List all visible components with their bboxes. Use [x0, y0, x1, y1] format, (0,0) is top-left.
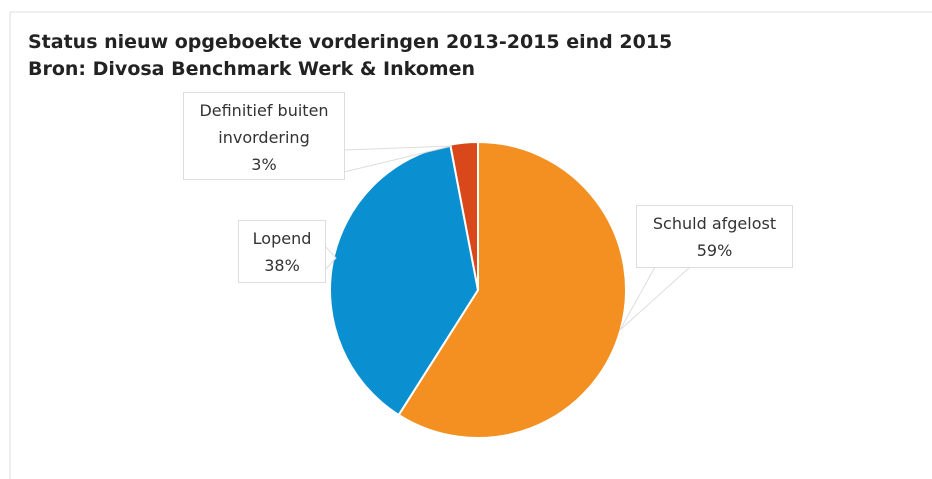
value-label: 59% [696, 241, 733, 260]
value-label: 38% [264, 256, 300, 275]
category-label: Schuld afgelost [652, 214, 777, 233]
chart-title: Status nieuw opgeboekte vorderingen 2013… [28, 31, 673, 53]
value-label: 3% [251, 155, 277, 174]
chart-subtitle: Bron: Divosa Benchmark Werk & Inkomen [28, 58, 475, 80]
callout: Lopend 38% [238, 220, 326, 283]
pie-slice [397, 140, 627, 439]
category-label: Lopend [252, 229, 312, 248]
callout: Schuld afgelost 59% [636, 205, 793, 268]
category-label: Definitief buiten invordering [199, 101, 329, 147]
pie-slice [449, 140, 479, 291]
callout-pointer [619, 266, 692, 331]
callout: Definitief buiten invordering 3% [183, 92, 345, 180]
